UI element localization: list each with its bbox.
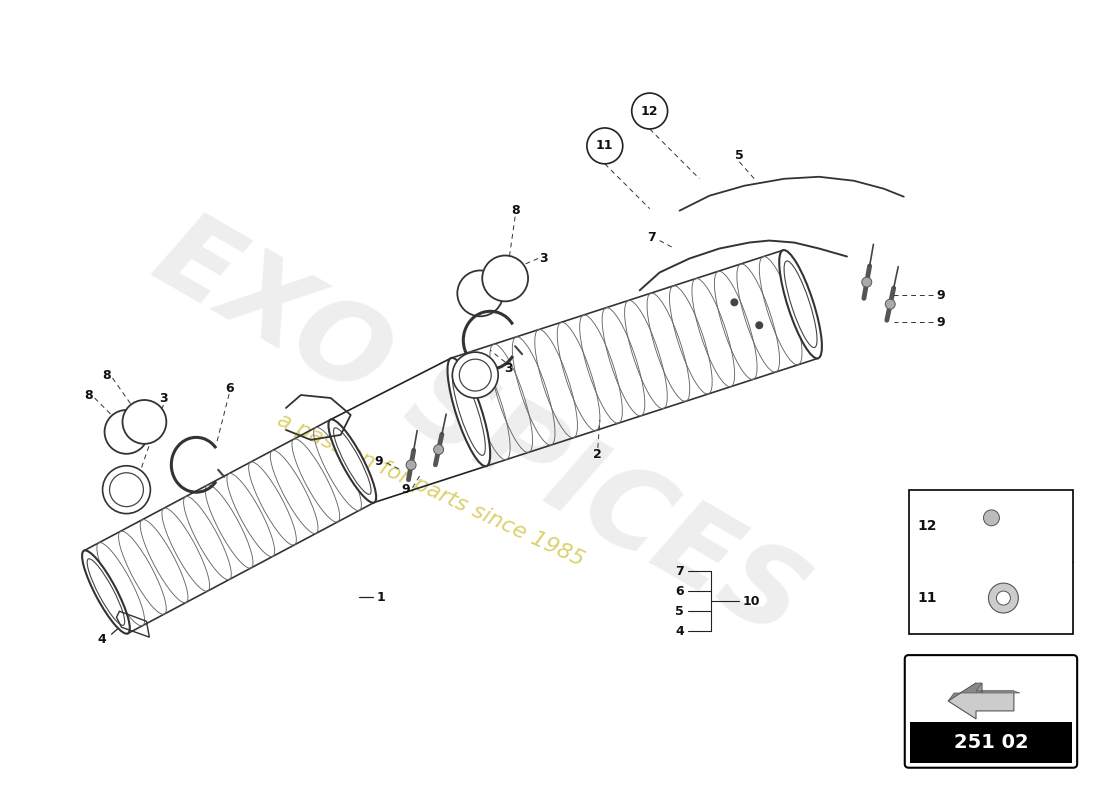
Ellipse shape <box>448 358 491 466</box>
Text: 11: 11 <box>917 591 936 605</box>
Circle shape <box>756 322 763 330</box>
FancyBboxPatch shape <box>905 655 1077 768</box>
Text: 4: 4 <box>675 625 684 638</box>
Circle shape <box>983 510 1000 526</box>
Text: 8: 8 <box>102 369 111 382</box>
Text: 3: 3 <box>504 362 513 374</box>
Text: 3: 3 <box>539 252 548 265</box>
Polygon shape <box>948 683 982 701</box>
Ellipse shape <box>460 359 492 391</box>
Text: 3: 3 <box>160 391 167 405</box>
Circle shape <box>433 445 443 454</box>
Ellipse shape <box>452 352 498 398</box>
Circle shape <box>730 298 738 306</box>
Text: a passion for parts since 1985: a passion for parts since 1985 <box>274 410 587 570</box>
Text: 9: 9 <box>936 289 945 302</box>
Circle shape <box>406 460 416 470</box>
Circle shape <box>997 591 1011 605</box>
Ellipse shape <box>779 250 822 358</box>
Text: 1: 1 <box>376 591 385 604</box>
Ellipse shape <box>104 410 148 454</box>
Text: 5: 5 <box>735 150 744 162</box>
Text: 10: 10 <box>742 594 760 608</box>
Ellipse shape <box>329 419 376 502</box>
Circle shape <box>989 583 1019 613</box>
Polygon shape <box>948 683 1014 719</box>
Text: 6: 6 <box>224 382 233 394</box>
Text: 7: 7 <box>675 565 684 578</box>
Text: 251 02: 251 02 <box>954 734 1028 752</box>
Circle shape <box>861 277 871 287</box>
Text: 9: 9 <box>936 316 945 329</box>
Text: 2: 2 <box>594 448 602 462</box>
Text: 12: 12 <box>917 519 936 533</box>
Text: 8: 8 <box>85 389 92 402</box>
Text: 9: 9 <box>402 483 410 496</box>
Text: 6: 6 <box>675 585 684 598</box>
Text: 12: 12 <box>641 105 659 118</box>
Text: 4: 4 <box>97 633 106 646</box>
Ellipse shape <box>482 255 528 302</box>
Text: 5: 5 <box>675 605 684 618</box>
Text: 8: 8 <box>510 204 519 217</box>
Text: 9: 9 <box>374 455 383 468</box>
Polygon shape <box>976 683 1020 693</box>
Text: 7: 7 <box>647 231 656 244</box>
Text: 11: 11 <box>596 139 614 152</box>
Ellipse shape <box>102 466 151 514</box>
Text: EXO SPICES: EXO SPICES <box>138 201 824 659</box>
Ellipse shape <box>110 473 143 506</box>
Circle shape <box>886 299 895 309</box>
Bar <box>910 722 1072 762</box>
Ellipse shape <box>122 400 166 444</box>
Ellipse shape <box>82 550 130 634</box>
Ellipse shape <box>458 270 503 316</box>
Bar <box>909 490 1074 634</box>
